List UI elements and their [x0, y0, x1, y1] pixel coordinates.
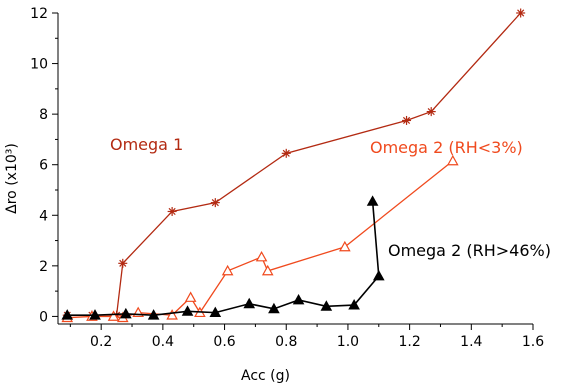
series-2 — [61, 154, 459, 323]
series-label-1: Omega 1 — [110, 135, 183, 154]
data-point — [209, 306, 222, 318]
data-point — [446, 154, 459, 166]
series-line — [67, 201, 380, 316]
data-point — [339, 240, 351, 252]
data-point — [402, 115, 412, 125]
y-tick-label: 0 — [39, 309, 48, 325]
x-axis-title: Acc (g) — [241, 368, 290, 383]
x-tick-label: 0.8 — [275, 334, 297, 350]
data-point — [221, 264, 234, 276]
data-point — [281, 148, 291, 158]
data-point — [268, 302, 280, 314]
y-tick-label: 2 — [39, 259, 48, 275]
label-layer: Omega 1 Omega 2 (RH<3%) Omega 2 (RH>46%) — [110, 135, 551, 260]
x-tick-label: 1.6 — [522, 334, 544, 350]
data-point — [107, 310, 120, 321]
data-point — [61, 309, 74, 320]
data-point — [372, 269, 385, 281]
series-3 — [61, 195, 385, 320]
y-tick-label: 12 — [30, 6, 48, 22]
data-point — [243, 297, 256, 309]
data-point — [348, 299, 360, 310]
data-point — [255, 250, 268, 262]
data-point — [292, 293, 305, 305]
y-tick-label: 6 — [39, 158, 48, 174]
data-point — [167, 206, 177, 216]
data-point — [210, 198, 220, 208]
data-point — [120, 307, 132, 319]
x-tick-label: 0.2 — [90, 334, 112, 350]
data-point — [426, 107, 436, 117]
axes: 0 2 4 6 8 10 12 0.2 0.4 0.6 0.8 1.0 1.2 1.4 1.6 Acc (g)… — [4, 6, 544, 383]
data-point — [118, 258, 128, 268]
data-point — [181, 305, 194, 316]
x-tick-label: 1.4 — [460, 334, 482, 350]
data-point — [184, 291, 197, 302]
x-tick-label: 0.4 — [152, 334, 174, 350]
data-point — [366, 195, 379, 206]
x-tick-label: 1.0 — [337, 334, 359, 350]
series-label-3: Omega 2 (RH>46%) — [388, 241, 551, 260]
y-tick-label: 4 — [39, 208, 48, 224]
data-point — [147, 309, 160, 320]
y-axis-title: Δro (x10³) — [4, 143, 20, 214]
x-tick-label: 1.2 — [398, 334, 420, 350]
series-label-2: Omega 2 (RH<3%) — [370, 138, 523, 157]
series-line — [67, 160, 454, 319]
data-point — [166, 309, 178, 320]
x-tick-label: 0.6 — [213, 334, 235, 350]
data-point — [261, 264, 274, 276]
data-point — [89, 309, 101, 320]
series-layer — [61, 8, 526, 323]
y-tick-label: 10 — [30, 57, 48, 73]
data-point — [516, 8, 526, 18]
y-tick-label: 8 — [39, 107, 48, 123]
data-point — [320, 300, 333, 311]
